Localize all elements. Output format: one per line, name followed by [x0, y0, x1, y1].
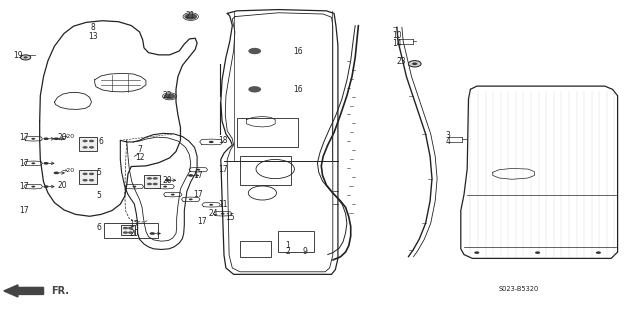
- Text: 17: 17: [19, 159, 29, 168]
- Bar: [79, 137, 97, 151]
- Text: 11: 11: [218, 200, 227, 209]
- Circle shape: [209, 204, 213, 206]
- Circle shape: [44, 162, 49, 165]
- Text: →20: →20: [61, 134, 75, 139]
- Text: 17: 17: [19, 182, 29, 191]
- Text: 23: 23: [396, 57, 406, 66]
- Circle shape: [31, 162, 35, 164]
- Text: 17: 17: [218, 165, 228, 174]
- Circle shape: [150, 232, 155, 235]
- Text: 5: 5: [97, 191, 102, 200]
- Bar: [240, 156, 291, 185]
- Circle shape: [44, 137, 49, 140]
- Circle shape: [44, 185, 49, 188]
- Circle shape: [31, 138, 35, 140]
- Text: 17: 17: [19, 206, 29, 215]
- Circle shape: [20, 55, 31, 60]
- Circle shape: [83, 179, 88, 182]
- Text: 19: 19: [13, 51, 23, 60]
- Circle shape: [412, 63, 417, 65]
- Circle shape: [89, 179, 94, 182]
- Circle shape: [147, 177, 152, 180]
- Circle shape: [474, 251, 479, 254]
- Circle shape: [189, 198, 193, 200]
- Circle shape: [535, 251, 540, 254]
- Text: 10: 10: [392, 31, 402, 40]
- Text: 15: 15: [225, 213, 236, 222]
- Text: 9: 9: [302, 247, 307, 256]
- Text: 20: 20: [129, 229, 140, 238]
- Text: 17: 17: [197, 217, 207, 226]
- FancyArrow shape: [4, 285, 44, 297]
- Text: 16: 16: [292, 85, 303, 94]
- Text: 2: 2: [285, 247, 291, 256]
- Bar: [240, 241, 271, 257]
- Text: 4: 4: [445, 137, 451, 146]
- Circle shape: [54, 137, 59, 140]
- Text: 5: 5: [97, 168, 102, 177]
- Text: 18: 18: [218, 137, 227, 145]
- Text: 20: 20: [58, 133, 68, 142]
- Circle shape: [83, 146, 88, 149]
- Bar: [237, 118, 298, 147]
- Text: 24: 24: [208, 209, 218, 218]
- Circle shape: [596, 251, 601, 254]
- Text: 17: 17: [129, 220, 140, 229]
- Circle shape: [248, 86, 261, 93]
- Circle shape: [89, 146, 94, 149]
- Text: 3: 3: [445, 131, 451, 140]
- Text: 22: 22: [163, 91, 172, 100]
- Circle shape: [221, 213, 225, 215]
- Text: FR.: FR.: [51, 286, 69, 296]
- Circle shape: [31, 186, 35, 188]
- Bar: [79, 170, 97, 184]
- Text: 21: 21: [186, 11, 195, 20]
- Circle shape: [83, 140, 88, 142]
- Circle shape: [89, 140, 94, 142]
- Text: 1: 1: [285, 241, 291, 250]
- Text: 14: 14: [392, 39, 402, 48]
- Text: 17: 17: [193, 171, 204, 180]
- Circle shape: [89, 173, 94, 175]
- Circle shape: [188, 174, 193, 177]
- Circle shape: [171, 194, 175, 196]
- Text: 7: 7: [137, 145, 142, 154]
- Text: 13: 13: [88, 32, 98, 41]
- Circle shape: [132, 186, 136, 188]
- Bar: [104, 223, 158, 238]
- Circle shape: [165, 179, 170, 182]
- Text: 6: 6: [97, 223, 102, 232]
- Circle shape: [123, 227, 128, 229]
- Circle shape: [128, 227, 133, 229]
- Text: 8: 8: [90, 23, 95, 32]
- Circle shape: [163, 186, 167, 188]
- Text: 20: 20: [163, 176, 173, 185]
- Text: 20: 20: [58, 181, 68, 189]
- Circle shape: [24, 56, 28, 58]
- Circle shape: [164, 93, 175, 99]
- Circle shape: [152, 177, 157, 180]
- Text: 17: 17: [19, 133, 29, 142]
- Bar: [121, 225, 135, 235]
- Text: S023-B5320: S023-B5320: [499, 286, 538, 292]
- Text: 17: 17: [193, 190, 204, 199]
- Text: 6: 6: [99, 137, 104, 146]
- Circle shape: [184, 13, 197, 20]
- Text: 12: 12: [135, 153, 144, 162]
- Bar: [278, 231, 314, 252]
- Bar: [145, 175, 160, 188]
- Circle shape: [54, 172, 59, 174]
- Text: 16: 16: [292, 47, 303, 56]
- Circle shape: [248, 48, 261, 54]
- Circle shape: [209, 141, 214, 143]
- Circle shape: [128, 231, 133, 234]
- Circle shape: [147, 183, 152, 185]
- Text: →20: →20: [61, 168, 75, 174]
- Circle shape: [83, 173, 88, 175]
- Circle shape: [408, 61, 421, 67]
- Circle shape: [152, 183, 157, 185]
- Circle shape: [123, 231, 128, 234]
- Circle shape: [196, 169, 200, 171]
